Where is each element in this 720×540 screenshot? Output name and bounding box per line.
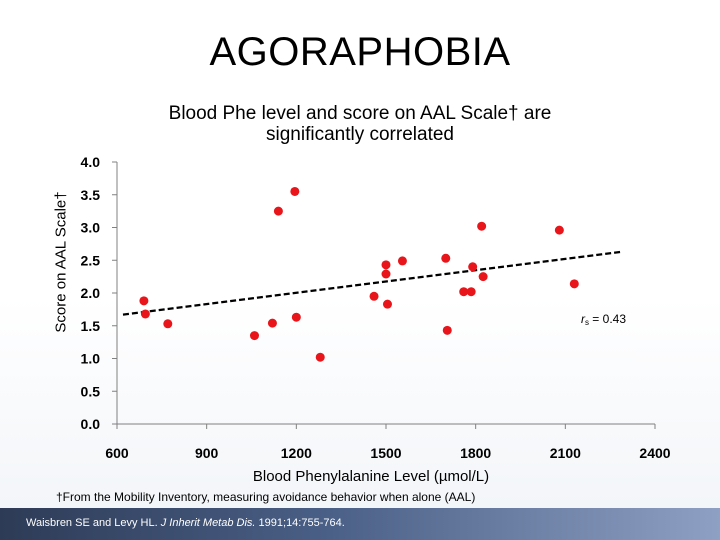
x-axis-label: Blood Phenylalanine Level (µmol/L) (252, 468, 490, 485)
x-tick-label: 1200 (281, 445, 312, 461)
data-point (273, 206, 283, 216)
chart-title: Blood Phe level and score on AAL Scale† … (168, 103, 552, 145)
scatter-chart: 0.0 0.5 1.0 1.5 2.0 2.5 3.0 3.5 4.0 600 900 1200 15… (81, 154, 671, 461)
citation-journal: J Inherit Metab Dis. (160, 517, 256, 529)
data-point (290, 186, 300, 196)
citation: Waisbren SE and Levy HL. J Inherit Metab… (26, 517, 345, 529)
slide-title: AGORAPHOBIA (209, 30, 511, 74)
y-tick-label: 3.0 (81, 220, 101, 236)
data-point (267, 318, 277, 328)
footnote: †From the Mobility Inventory, measuring … (56, 490, 476, 504)
y-tick-label: 1.0 (81, 351, 101, 367)
y-tick-label: 0.5 (81, 383, 101, 399)
x-axis-ticks: 600 900 1200 1500 1800 2100 2400 (105, 424, 671, 461)
data-point (442, 325, 452, 335)
correlation-annotation: rs = 0.43 (581, 312, 626, 327)
data-point (478, 272, 488, 282)
data-point (249, 331, 259, 341)
y-tick-label: 2.5 (81, 252, 101, 268)
data-point (569, 279, 579, 289)
data-point (477, 221, 487, 231)
data-point (397, 256, 407, 266)
trend-line (122, 250, 623, 316)
x-tick-label: 2100 (550, 445, 581, 461)
x-tick-label: 600 (105, 445, 129, 461)
data-point (468, 262, 478, 272)
data-point (139, 296, 149, 306)
citation-details: 1991;14:755-764. (255, 517, 345, 529)
data-point (369, 291, 379, 301)
data-point (315, 352, 325, 362)
data-point (381, 269, 391, 279)
data-point (381, 260, 391, 270)
citation-authors: Waisbren SE and Levy HL. (26, 517, 161, 529)
x-tick-label: 2400 (639, 445, 670, 461)
x-tick-label: 900 (195, 445, 219, 461)
y-axis-ticks: 0.0 0.5 1.0 1.5 2.0 2.5 3.0 3.5 4.0 (81, 154, 117, 432)
data-point (466, 287, 476, 297)
y-tick-label: 0.0 (81, 416, 101, 432)
data-point (459, 287, 469, 297)
x-tick-label: 1800 (460, 445, 491, 461)
data-point (382, 299, 392, 309)
data-point (140, 309, 150, 319)
data-point (554, 225, 564, 235)
y-tick-label: 4.0 (81, 154, 101, 170)
data-point (441, 253, 451, 263)
y-tick-label: 2.0 (81, 285, 101, 301)
x-tick-label: 1500 (370, 445, 401, 461)
data-point (291, 312, 301, 322)
data-points (139, 186, 579, 362)
y-tick-label: 1.5 (81, 318, 101, 334)
y-tick-label: 3.5 (81, 187, 101, 203)
citation-bar: Waisbren SE and Levy HL. J Inherit Metab… (0, 508, 720, 540)
data-point (163, 319, 173, 329)
